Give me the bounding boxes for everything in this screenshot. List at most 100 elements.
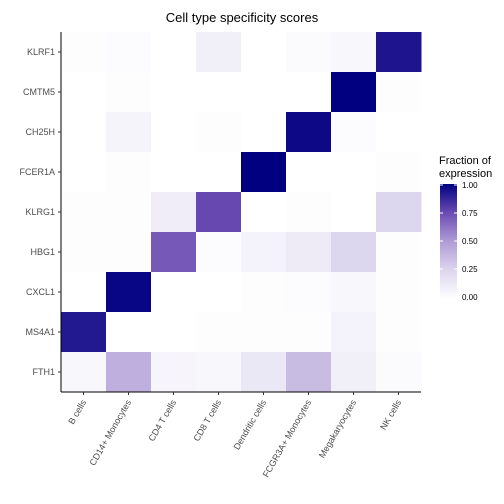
heatmap-cell: [241, 352, 287, 393]
heatmap-cell: [151, 112, 197, 153]
heatmap-cell: [331, 72, 377, 113]
heatmap-cells: [61, 32, 422, 393]
heatmap-cell: [286, 312, 332, 353]
heatmap-cell: [106, 312, 152, 353]
y-tick-label: CMTM5: [23, 87, 55, 97]
y-axis-ticks: KLRF1 CMTM5 CH25H FCER1A KLRG1 HBG1 CXCL1 MS4A1…: [19, 47, 61, 377]
heatmap-cell: [376, 232, 422, 273]
heatmap-cell: [61, 152, 107, 193]
x-tick-label: CD14+ Monocytes: [87, 398, 133, 468]
heatmap-cell: [196, 72, 242, 113]
heatmap-cell: [331, 232, 377, 273]
heatmap-cell: [61, 272, 107, 313]
heatmap-cell: [196, 312, 242, 353]
heatmap-cell: [241, 312, 287, 353]
heatmap-cell: [241, 152, 287, 193]
x-tick-label: NK cells: [378, 398, 403, 432]
heatmap-cell: [61, 112, 107, 153]
legend-tick-label: 0.25: [462, 265, 478, 274]
heatmap-cell: [151, 152, 197, 193]
heatmap-cell: [286, 72, 332, 113]
heatmap-cell: [151, 32, 197, 73]
y-tick-label: MS4A1: [25, 327, 55, 337]
x-tick-label: Megakaryocytes: [317, 398, 359, 460]
x-tick-label: Dendritic cells: [232, 398, 269, 452]
heatmap-cell: [106, 72, 152, 113]
heatmap-cell: [196, 112, 242, 153]
heatmap-cell: [286, 272, 332, 313]
y-tick-label: CH25H: [25, 127, 55, 137]
heatmap-cell: [151, 312, 197, 353]
heatmap-cell: [151, 192, 197, 233]
heatmap-cell: [331, 352, 377, 393]
heatmap-cell: [196, 152, 242, 193]
heatmap-cell: [106, 32, 152, 73]
legend-tick-label: 0.50: [462, 237, 478, 246]
heatmap-cell: [376, 152, 422, 193]
heatmap-cell: [376, 72, 422, 113]
x-tick-label: B cells: [66, 398, 88, 426]
y-tick-label: KLRG1: [25, 207, 55, 217]
heatmap-cell: [106, 232, 152, 273]
heatmap-cell: [61, 232, 107, 273]
chart-title: Cell type specificity scores: [166, 10, 319, 25]
heatmap-cell: [106, 192, 152, 233]
heatmap-cell: [61, 312, 107, 353]
heatmap-cell: [106, 272, 152, 313]
x-tick-label: FCGR3A+ Monocytes: [261, 398, 314, 479]
heatmap-cell: [151, 232, 197, 273]
heatmap-cell: [61, 72, 107, 113]
heatmap-cell: [331, 152, 377, 193]
x-tick-label: CD4 T cells: [146, 398, 178, 443]
heatmap-cell: [61, 192, 107, 233]
legend-title-line: expression: [439, 168, 492, 180]
heatmap-cell: [241, 72, 287, 113]
x-axis-ticks: B cells CD14+ Monocytes CD4 T cells CD8 T c…: [66, 392, 403, 479]
heatmap-cell: [376, 352, 422, 393]
heatmap-cell: [331, 272, 377, 313]
x-tick-label: CD8 T cells: [191, 398, 223, 443]
y-tick-label: FTH1: [33, 367, 56, 377]
legend-tick-label: 0.00: [462, 293, 478, 302]
heatmap-cell: [331, 312, 377, 353]
heatmap-cell: [196, 272, 242, 313]
heatmap-cell: [106, 152, 152, 193]
heatmap-cell: [241, 192, 287, 233]
heatmap-cell: [151, 72, 197, 113]
heatmap-cell: [376, 192, 422, 233]
heatmap-cell: [61, 352, 107, 393]
heatmap-cell: [331, 112, 377, 153]
legend-tick-label: 1.00: [462, 181, 478, 190]
heatmap-cell: [241, 112, 287, 153]
heatmap-cell: [61, 32, 107, 73]
heatmap-cell: [196, 232, 242, 273]
legend-tick-label: 0.75: [462, 209, 478, 218]
heatmap-cell: [286, 192, 332, 233]
heatmap-cell: [376, 312, 422, 353]
y-tick-label: KLRF1: [27, 47, 55, 57]
heatmap-cell: [196, 352, 242, 393]
heatmap-cell: [241, 32, 287, 73]
heatmap-cell: [286, 112, 332, 153]
heatmap-cell: [376, 112, 422, 153]
heatmap-cell: [196, 192, 242, 233]
heatmap-cell: [196, 32, 242, 73]
heatmap-cell: [286, 32, 332, 73]
heatmap-cell: [286, 232, 332, 273]
heatmap-cell: [106, 352, 152, 393]
heatmap-cell: [241, 232, 287, 273]
heatmap-cell: [151, 272, 197, 313]
heatmap-cell: [331, 32, 377, 73]
heatmap-cell: [376, 32, 422, 73]
legend-title-line: Fraction of: [439, 155, 492, 167]
heatmap-cell: [151, 352, 197, 393]
heatmap-cell: [286, 152, 332, 193]
heatmap-cell: [376, 272, 422, 313]
heatmap-cell: [241, 272, 287, 313]
heatmap-cell: [106, 112, 152, 153]
heatmap-cell: [286, 352, 332, 393]
heatmap-cell: [331, 192, 377, 233]
y-tick-label: FCER1A: [19, 167, 55, 177]
